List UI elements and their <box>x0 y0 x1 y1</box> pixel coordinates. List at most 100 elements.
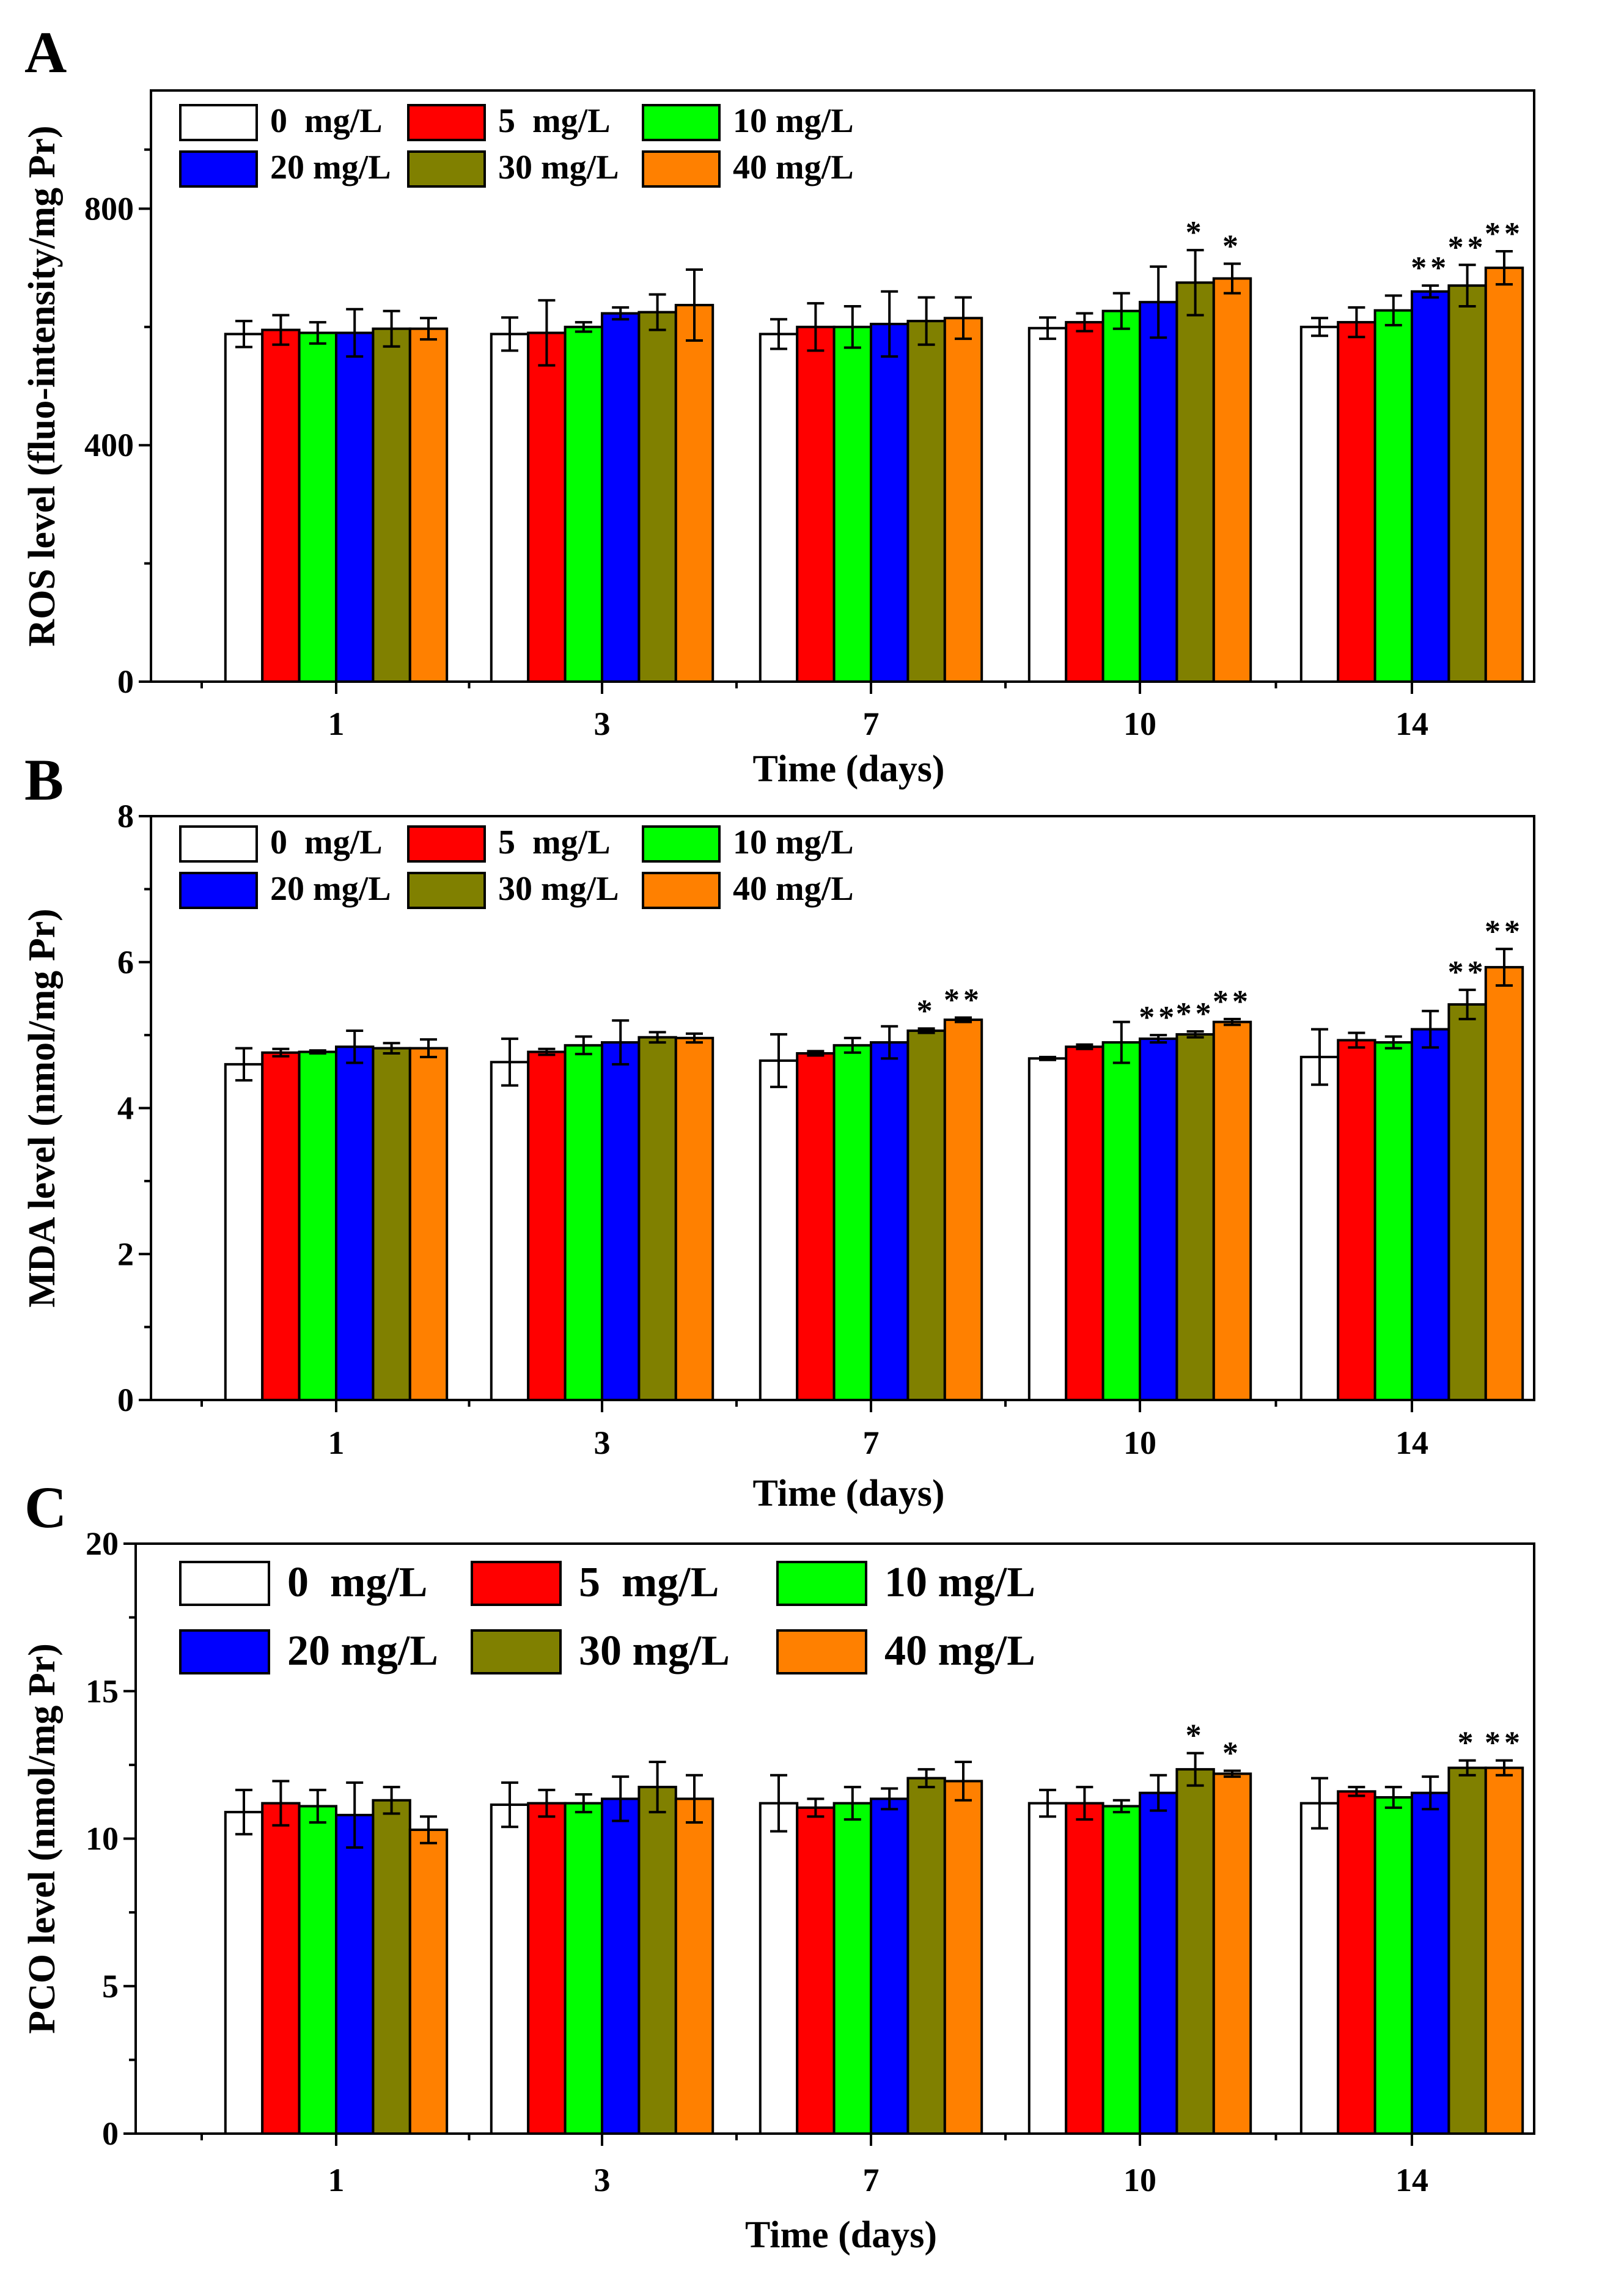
y-tick-label: 0 <box>102 2115 119 2152</box>
bar <box>372 1047 411 1402</box>
significance-mark: * <box>1458 1726 1477 1761</box>
bar <box>637 311 677 683</box>
legend-swatch <box>642 825 721 863</box>
significance-mark: * <box>1222 229 1242 263</box>
y-tick-label: 15 <box>86 1673 119 1709</box>
bar <box>1212 277 1252 683</box>
bar <box>1101 309 1141 683</box>
y-tick-label: 8 <box>117 798 134 834</box>
legend-label: 0 mg/L <box>270 102 383 140</box>
y-tick-label: 6 <box>117 944 134 981</box>
legend-label: 20 mg/L <box>287 1627 438 1674</box>
y-tick-label: 0 <box>117 663 134 700</box>
legend-label: 5 mg/L <box>498 102 611 140</box>
bar <box>796 325 836 683</box>
significance-mark: ** <box>1213 984 1252 1019</box>
bar <box>527 1802 567 2135</box>
bar <box>1175 1768 1215 2135</box>
chart-panel-a: A 0 400 800 1 3 7 10 14 Time (days) ROS level (flu… <box>21 20 1535 790</box>
bar <box>408 1047 449 1402</box>
bar <box>796 1052 836 1401</box>
significance-mark: ** <box>1448 955 1487 990</box>
panel-letter: B <box>24 747 64 812</box>
bar <box>1175 281 1215 683</box>
bar <box>564 325 603 683</box>
legend-swatch <box>179 150 258 188</box>
bar <box>1299 1802 1340 2135</box>
panel-letter: A <box>24 20 67 85</box>
bar <box>943 1019 983 1401</box>
bar <box>1065 1045 1104 1401</box>
chart-panel-b: B 0 2 4 6 8 1 3 7 10 14 Time (days) MDA level (nmol/… <box>21 747 1535 1514</box>
bar <box>1337 1790 1376 2135</box>
x-tick-label: 14 <box>1395 2162 1428 2198</box>
bar <box>1411 290 1450 683</box>
x-tick-label: 7 <box>863 705 880 742</box>
x-tick-label: 3 <box>594 705 611 742</box>
bar <box>601 1797 641 2135</box>
bar <box>372 1799 411 2135</box>
bar <box>298 331 338 683</box>
legend-label: 30 mg/L <box>579 1627 730 1674</box>
y-axis-title: MDA level (nmol/mg Pr) <box>21 908 63 1308</box>
bar <box>1101 1805 1141 2135</box>
x-tick-label: 7 <box>863 1424 880 1461</box>
bar <box>490 1061 530 1401</box>
bar <box>1212 1772 1252 2135</box>
legend: 0 mg/L 5 mg/L 10 mg/L 20 mg/L 30 mg/L 40 mg/L <box>179 1559 1035 1674</box>
bar <box>759 1059 799 1401</box>
bar <box>832 1802 872 2135</box>
significance-mark: ** <box>1411 251 1450 286</box>
bar <box>1065 321 1104 683</box>
legend-label: 30 mg/L <box>498 870 619 908</box>
bar <box>1411 1791 1450 2135</box>
legend-swatch <box>776 1561 867 1606</box>
bar <box>674 1797 715 2135</box>
legend-label: 40 mg/L <box>884 1627 1035 1674</box>
bar <box>870 322 909 683</box>
bar <box>1373 1796 1414 2135</box>
y-tick-label: 10 <box>86 1821 119 1857</box>
bar <box>1299 1055 1340 1401</box>
bar <box>372 327 411 683</box>
bar <box>1373 1041 1414 1401</box>
x-tick-label: 3 <box>594 1424 611 1461</box>
legend: 0 mg/L 5 mg/L 10 mg/L 20 mg/L 30 mg/L 40 mg/L <box>179 823 854 909</box>
legend-swatch <box>179 825 258 863</box>
legend-label: 30 mg/L <box>498 149 619 186</box>
bar <box>1447 1003 1487 1402</box>
bar <box>335 331 375 683</box>
bar <box>1337 321 1376 683</box>
legend-swatch <box>642 872 721 909</box>
significance-mark: * <box>1222 1736 1242 1771</box>
significance-mark: ** <box>1448 230 1487 265</box>
bar <box>637 1786 677 2135</box>
bar <box>335 1045 375 1401</box>
bar <box>1139 301 1178 683</box>
bar <box>490 1803 530 2135</box>
legend-label: 5 mg/L <box>579 1559 719 1606</box>
bar <box>870 1041 909 1401</box>
chart-panel-c: C 0 5 10 15 20 1 3 7 10 14 Time (days) PCO level (nm… <box>21 1475 1535 2256</box>
x-tick-label: 1 <box>328 1424 345 1461</box>
bar <box>224 333 264 683</box>
legend-swatch <box>407 825 486 863</box>
bar <box>1373 309 1414 683</box>
bar <box>943 317 983 683</box>
significance-mark: ** <box>1485 914 1524 949</box>
bar <box>1027 1057 1068 1401</box>
significance-mark: ** <box>1139 1000 1178 1035</box>
x-axis-title: Time (days) <box>752 1473 944 1514</box>
bar <box>1337 1039 1376 1401</box>
bar <box>1139 1037 1178 1401</box>
significance-mark: * <box>1186 1719 1205 1753</box>
legend-swatch <box>642 150 721 188</box>
legend-swatch <box>642 104 721 141</box>
y-axis-title: PCO level (nmol/mg Pr) <box>21 1643 63 2034</box>
legend-swatch <box>179 872 258 909</box>
significance-mark: ** <box>1485 216 1524 251</box>
x-tick-label: 10 <box>1123 2162 1156 2198</box>
legend-label: 10 mg/L <box>733 823 854 861</box>
legend-swatch <box>179 1561 270 1606</box>
